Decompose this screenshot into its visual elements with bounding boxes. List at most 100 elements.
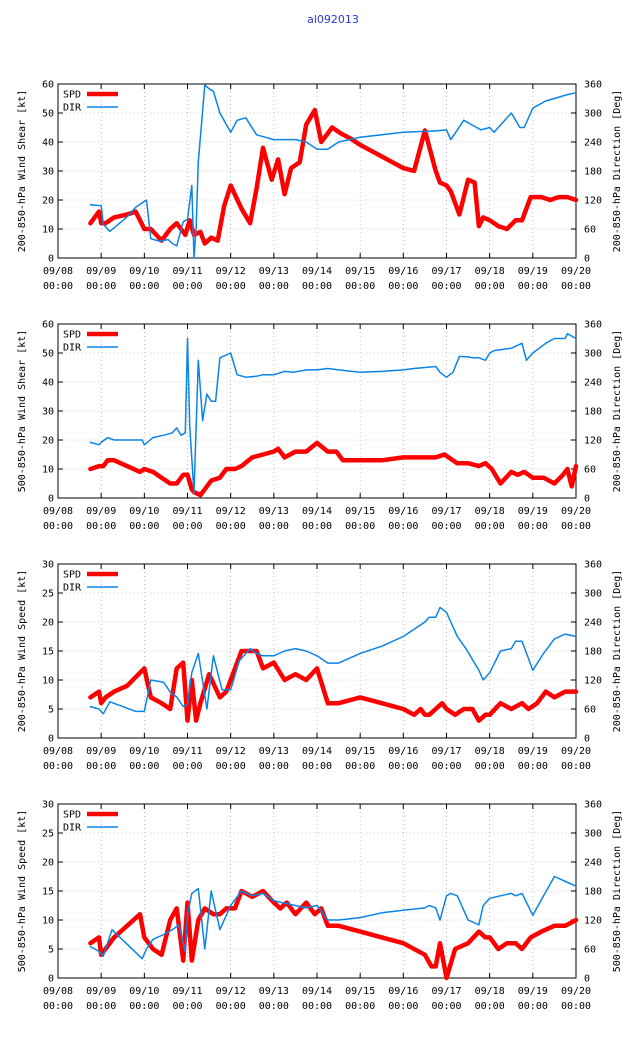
x-tick-label-time: 00:00 bbox=[172, 521, 202, 532]
x-tick-label-time: 00:00 bbox=[129, 1001, 159, 1012]
spd-series-line bbox=[88, 107, 579, 246]
x-tick-label-time: 00:00 bbox=[388, 1001, 418, 1012]
y2-tick-label: 240 bbox=[584, 138, 602, 149]
x-tick-label-time: 00:00 bbox=[561, 281, 591, 292]
legend-label-dir: DIR bbox=[63, 343, 82, 354]
x-tick-label-time: 00:00 bbox=[518, 521, 548, 532]
y-tick-label: 40 bbox=[42, 138, 54, 149]
y-tick-label: 10 bbox=[42, 676, 54, 687]
x-tick-label-time: 00:00 bbox=[561, 761, 591, 772]
y-tick-label: 25 bbox=[42, 829, 54, 840]
x-tick-label-date: 09/11 bbox=[172, 986, 202, 997]
x-tick-label-date: 09/17 bbox=[431, 746, 461, 757]
x-tick-label-date: 09/15 bbox=[345, 506, 375, 517]
x-tick-label-date: 09/15 bbox=[345, 746, 375, 757]
y2-tick-label: 0 bbox=[584, 254, 590, 265]
x-tick-label-time: 00:00 bbox=[86, 1001, 116, 1012]
x-tick-label-date: 09/10 bbox=[129, 266, 159, 277]
x-tick-label-time: 00:00 bbox=[86, 281, 116, 292]
y2-tick-label: 180 bbox=[584, 647, 602, 658]
x-tick-label-date: 09/08 bbox=[43, 746, 73, 757]
y2-tick-label: 300 bbox=[584, 109, 602, 120]
x-tick-label-time: 00:00 bbox=[518, 1001, 548, 1012]
x-tick-label-time: 00:00 bbox=[431, 761, 461, 772]
x-tick-label-time: 00:00 bbox=[302, 281, 332, 292]
x-tick-label-date: 09/12 bbox=[216, 506, 246, 517]
y-tick-label: 30 bbox=[42, 407, 54, 418]
y-tick-label: 10 bbox=[42, 916, 54, 927]
x-tick-label-date: 09/17 bbox=[431, 506, 461, 517]
y2-axis-title: 200-850-hPa Direction [Deg] bbox=[612, 90, 623, 253]
x-tick-label-date: 09/19 bbox=[518, 986, 548, 997]
y-tick-label: 40 bbox=[42, 378, 54, 389]
x-tick-label-date: 09/13 bbox=[259, 266, 289, 277]
x-tick-label-time: 00:00 bbox=[259, 1001, 289, 1012]
spd-series-line bbox=[88, 888, 579, 981]
x-tick-label-time: 00:00 bbox=[561, 1001, 591, 1012]
y-axis-title: 200-850-hPa Wind Speed [kt] bbox=[17, 570, 28, 733]
x-tick-label-time: 00:00 bbox=[172, 1001, 202, 1012]
x-tick-label-time: 00:00 bbox=[388, 521, 418, 532]
y2-tick-label: 300 bbox=[584, 349, 602, 360]
x-tick-label-time: 00:00 bbox=[259, 281, 289, 292]
dir-series-line bbox=[89, 84, 577, 259]
x-tick-label-time: 00:00 bbox=[475, 281, 505, 292]
x-tick-label-time: 00:00 bbox=[475, 761, 505, 772]
x-tick-label-date: 09/13 bbox=[259, 986, 289, 997]
x-tick-label-date: 09/10 bbox=[129, 986, 159, 997]
y-tick-label: 30 bbox=[42, 560, 54, 571]
x-tick-label-date: 09/09 bbox=[86, 506, 116, 517]
x-tick-label-time: 00:00 bbox=[43, 761, 73, 772]
x-tick-label-date: 09/10 bbox=[129, 746, 159, 757]
legend-label-spd: SPD bbox=[63, 570, 81, 581]
x-tick-label-date: 09/14 bbox=[302, 986, 332, 997]
y2-axis-title: 200-850-hPa Direction [Deg] bbox=[612, 330, 623, 493]
x-tick-label-time: 00:00 bbox=[172, 761, 202, 772]
chart-title: al092013 bbox=[307, 13, 359, 26]
y-tick-label: 10 bbox=[42, 465, 54, 476]
x-tick-label-time: 00:00 bbox=[259, 761, 289, 772]
y-tick-label: 15 bbox=[42, 647, 54, 658]
y2-axis-title: 500-850-hPa Direction [Deg] bbox=[612, 810, 623, 973]
x-tick-label-time: 00:00 bbox=[302, 1001, 332, 1012]
x-tick-label-date: 09/10 bbox=[129, 506, 159, 517]
x-tick-label-time: 00:00 bbox=[216, 281, 246, 292]
y2-tick-label: 240 bbox=[584, 858, 602, 869]
y2-tick-label: 60 bbox=[584, 465, 596, 476]
x-tick-label-date: 09/14 bbox=[302, 266, 332, 277]
y-tick-label: 60 bbox=[42, 320, 54, 331]
x-tick-label-time: 00:00 bbox=[259, 521, 289, 532]
y-tick-label: 5 bbox=[48, 945, 54, 956]
x-tick-label-date: 09/09 bbox=[86, 986, 116, 997]
legend-label-spd: SPD bbox=[63, 90, 81, 101]
y2-tick-label: 120 bbox=[584, 676, 602, 687]
y2-tick-label: 60 bbox=[584, 705, 596, 716]
y2-tick-label: 180 bbox=[584, 887, 602, 898]
x-tick-label-time: 00:00 bbox=[431, 1001, 461, 1012]
x-tick-label-date: 09/13 bbox=[259, 746, 289, 757]
x-tick-label-time: 00:00 bbox=[86, 521, 116, 532]
x-tick-label-date: 09/14 bbox=[302, 746, 332, 757]
x-tick-label-date: 09/15 bbox=[345, 266, 375, 277]
x-tick-label-date: 09/14 bbox=[302, 506, 332, 517]
x-tick-label-date: 09/13 bbox=[259, 506, 289, 517]
x-tick-label-date: 09/12 bbox=[216, 986, 246, 997]
x-tick-label-time: 00:00 bbox=[302, 761, 332, 772]
legend-label-dir: DIR bbox=[63, 823, 82, 834]
x-tick-label-date: 09/20 bbox=[561, 506, 591, 517]
y-axis-title: 500-850-hPa Wind Speed [kt] bbox=[17, 810, 28, 973]
y2-tick-label: 180 bbox=[584, 167, 602, 178]
y2-tick-label: 120 bbox=[584, 196, 602, 207]
x-tick-label-time: 00:00 bbox=[216, 1001, 246, 1012]
y-tick-label: 50 bbox=[42, 109, 54, 120]
x-tick-label-date: 09/19 bbox=[518, 746, 548, 757]
spd-series-line bbox=[88, 648, 579, 723]
x-tick-label-date: 09/20 bbox=[561, 986, 591, 997]
x-tick-label-date: 09/11 bbox=[172, 266, 202, 277]
y2-tick-label: 60 bbox=[584, 945, 596, 956]
y2-tick-label: 0 bbox=[584, 734, 590, 745]
x-tick-label-time: 00:00 bbox=[345, 281, 375, 292]
y-tick-label: 0 bbox=[48, 254, 54, 265]
